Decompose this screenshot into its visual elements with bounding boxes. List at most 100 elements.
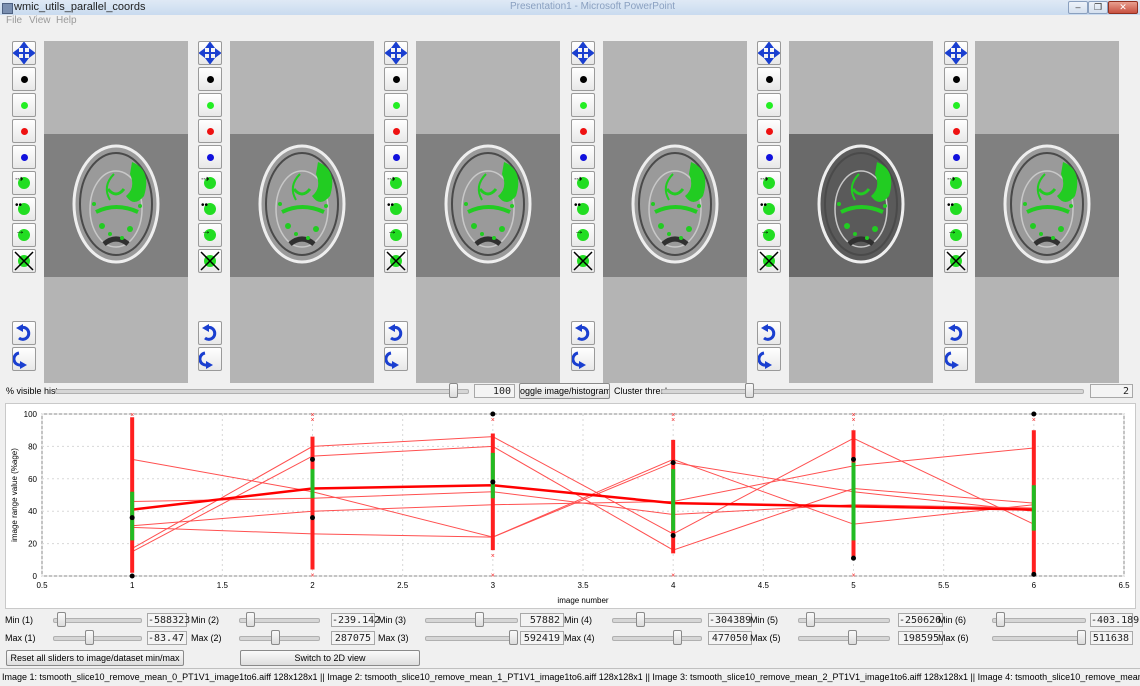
redo-button[interactable] xyxy=(944,347,968,371)
redo-button[interactable] xyxy=(571,347,595,371)
red-dot-button[interactable] xyxy=(198,119,222,143)
min-slider-handle-1[interactable] xyxy=(57,612,66,627)
red-dot-button[interactable] xyxy=(757,119,781,143)
move-button[interactable] xyxy=(12,41,36,65)
max-slider-handle-2[interactable] xyxy=(271,630,281,645)
grow-left-button[interactable]: ⇢ xyxy=(198,171,222,195)
brain-slice-image[interactable] xyxy=(416,134,560,277)
visible-hist-handle[interactable] xyxy=(448,383,458,398)
menu-help[interactable]: Help xyxy=(56,15,77,26)
brain-slice-image[interactable] xyxy=(603,134,747,277)
grow-both-button[interactable]: •• xyxy=(12,197,36,221)
clear-button[interactable] xyxy=(198,249,222,273)
undo-button[interactable] xyxy=(12,321,36,345)
min-slider-5[interactable] xyxy=(798,618,890,623)
redo-button[interactable] xyxy=(198,347,222,371)
undo-button[interactable] xyxy=(384,321,408,345)
max-slider-handle-5[interactable] xyxy=(847,630,857,645)
grow-both-button[interactable]: •• xyxy=(198,197,222,221)
grow-left-button[interactable]: ⇢ xyxy=(384,171,408,195)
min-slider-6[interactable] xyxy=(992,618,1086,623)
blue-dot-button[interactable] xyxy=(12,145,36,169)
undo-button[interactable] xyxy=(571,321,595,345)
max-slider-handle-3[interactable] xyxy=(509,630,518,645)
black-dot-button[interactable] xyxy=(757,67,781,91)
green-dot-button[interactable] xyxy=(571,93,595,117)
grow-right-button[interactable]: → xyxy=(944,223,968,247)
grow-both-button[interactable]: •• xyxy=(571,197,595,221)
blue-dot-button[interactable] xyxy=(198,145,222,169)
grow-left-button[interactable]: ⇢ xyxy=(12,171,36,195)
undo-button[interactable] xyxy=(944,321,968,345)
image-panel-4[interactable] xyxy=(603,41,747,383)
clear-button[interactable] xyxy=(944,249,968,273)
green-dot-button[interactable] xyxy=(944,93,968,117)
redo-button[interactable] xyxy=(757,347,781,371)
black-dot-button[interactable] xyxy=(12,67,36,91)
grow-left-button[interactable]: ⇢ xyxy=(757,171,781,195)
visible-hist-slider[interactable] xyxy=(55,389,469,394)
red-dot-button[interactable] xyxy=(384,119,408,143)
grow-right-button[interactable]: → xyxy=(12,223,36,247)
maximize-button[interactable]: ❐ xyxy=(1088,1,1108,14)
reset-sliders-button[interactable]: Reset all sliders to image/dataset min/m… xyxy=(6,650,184,666)
redo-button[interactable] xyxy=(12,347,36,371)
green-dot-button[interactable] xyxy=(757,93,781,117)
switch-2d-view-button[interactable]: Switch to 2D view xyxy=(240,650,420,666)
redo-button[interactable] xyxy=(384,347,408,371)
brain-slice-image[interactable] xyxy=(230,134,374,277)
grow-right-button[interactable]: → xyxy=(198,223,222,247)
move-button[interactable] xyxy=(384,41,408,65)
cluster-threshold-handle[interactable] xyxy=(745,383,755,398)
brain-slice-image[interactable] xyxy=(44,134,188,277)
toggle-image-histogram-button[interactable]: oggle image/histogram vie xyxy=(519,383,610,399)
grow-both-button[interactable]: •• xyxy=(944,197,968,221)
max-slider-6[interactable] xyxy=(992,636,1086,641)
red-dot-button[interactable] xyxy=(12,119,36,143)
image-panel-2[interactable] xyxy=(230,41,374,383)
black-dot-button[interactable] xyxy=(944,67,968,91)
max-slider-4[interactable] xyxy=(612,636,702,641)
close-button[interactable]: ✕ xyxy=(1108,1,1138,14)
grow-both-button[interactable]: •• xyxy=(757,197,781,221)
image-panel-3[interactable] xyxy=(416,41,560,383)
undo-button[interactable] xyxy=(757,321,781,345)
grow-left-button[interactable]: ⇢ xyxy=(571,171,595,195)
blue-dot-button[interactable] xyxy=(384,145,408,169)
min-slider-handle-2[interactable] xyxy=(246,612,256,627)
undo-button[interactable] xyxy=(198,321,222,345)
black-dot-button[interactable] xyxy=(198,67,222,91)
max-slider-handle-6[interactable] xyxy=(1077,630,1086,645)
clear-button[interactable] xyxy=(757,249,781,273)
min-slider-2[interactable] xyxy=(239,618,320,623)
move-button[interactable] xyxy=(757,41,781,65)
green-dot-button[interactable] xyxy=(198,93,222,117)
clear-button[interactable] xyxy=(384,249,408,273)
cluster-threshold-slider[interactable] xyxy=(661,389,1084,394)
red-dot-button[interactable] xyxy=(571,119,595,143)
green-dot-button[interactable] xyxy=(12,93,36,117)
max-slider-5[interactable] xyxy=(798,636,890,641)
menu-file[interactable]: File xyxy=(6,15,23,26)
min-slider-4[interactable] xyxy=(612,618,702,623)
max-slider-3[interactable] xyxy=(425,636,518,641)
brain-slice-image[interactable] xyxy=(789,134,933,277)
image-panel-5[interactable] xyxy=(789,41,933,383)
red-dot-button[interactable] xyxy=(944,119,968,143)
grow-both-button[interactable]: •• xyxy=(384,197,408,221)
blue-dot-button[interactable] xyxy=(944,145,968,169)
black-dot-button[interactable] xyxy=(571,67,595,91)
green-dot-button[interactable] xyxy=(384,93,408,117)
max-slider-handle-1[interactable] xyxy=(85,630,94,645)
clear-button[interactable] xyxy=(571,249,595,273)
minimize-button[interactable]: – xyxy=(1068,1,1088,14)
black-dot-button[interactable] xyxy=(384,67,408,91)
image-panel-1[interactable] xyxy=(44,41,188,383)
blue-dot-button[interactable] xyxy=(757,145,781,169)
clear-button[interactable] xyxy=(12,249,36,273)
min-slider-handle-6[interactable] xyxy=(996,612,1006,627)
min-slider-1[interactable] xyxy=(53,618,142,623)
min-slider-handle-4[interactable] xyxy=(636,612,646,627)
move-button[interactable] xyxy=(198,41,222,65)
move-button[interactable] xyxy=(944,41,968,65)
